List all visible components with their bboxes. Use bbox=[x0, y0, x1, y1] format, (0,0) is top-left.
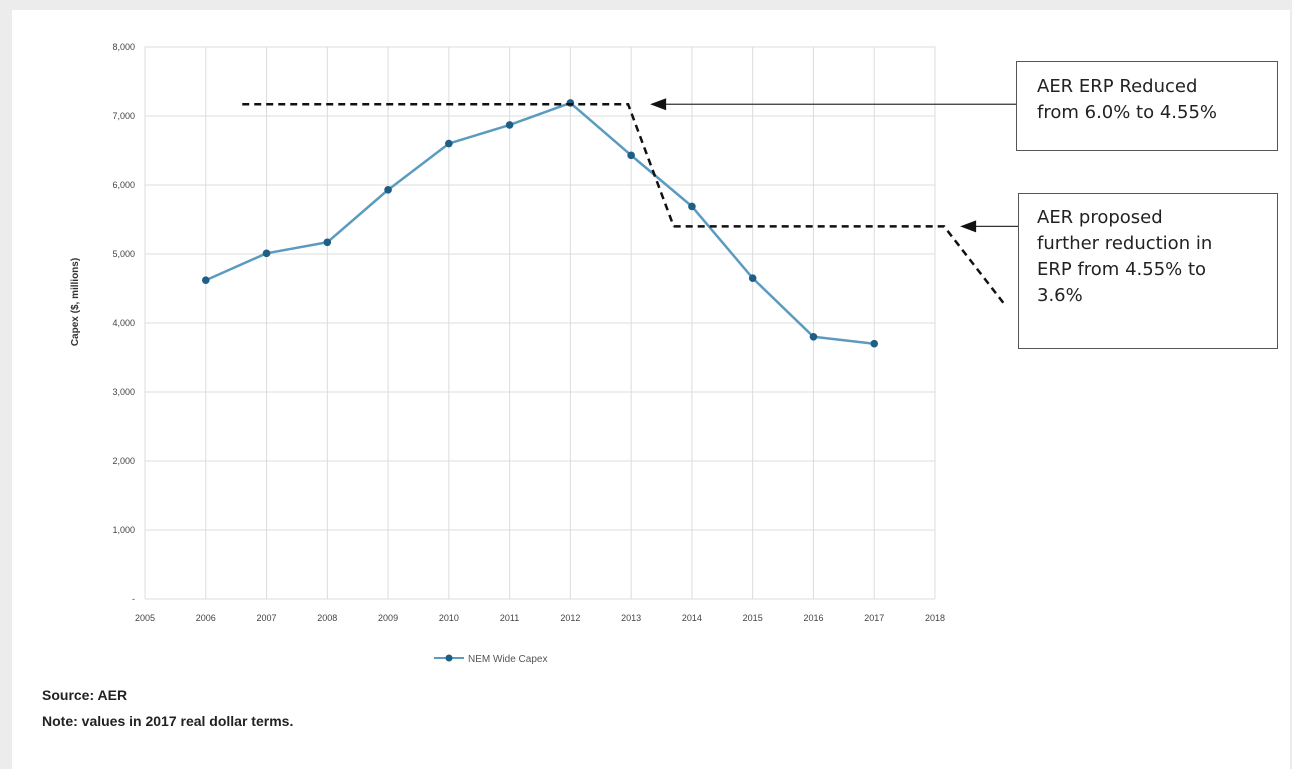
y-tick-label: 8,000 bbox=[112, 42, 135, 52]
y-tick-labels: - 1,000 2,000 3,000 4,000 5,000 6,000 7,000 8,00… bbox=[112, 42, 135, 604]
y-tick-label: 6,000 bbox=[112, 180, 135, 190]
annotation-text: further reduction in bbox=[1037, 233, 1213, 254]
y-axis-label: Capex ($, millions) bbox=[70, 258, 81, 346]
data-point bbox=[445, 139, 453, 148]
x-tick-label: 2006 bbox=[196, 613, 216, 623]
values-note: Note: values in 2017 real dollar terms. bbox=[42, 713, 294, 729]
data-point bbox=[809, 333, 818, 341]
x-tick-label: 2005 bbox=[135, 613, 155, 623]
x-tick-label: 2014 bbox=[682, 613, 702, 623]
x-tick-label: 2011 bbox=[500, 613, 519, 623]
legend-label: NEM Wide Capex bbox=[468, 654, 547, 665]
x-tick-label: 2012 bbox=[560, 613, 580, 623]
x-tick-label: 2010 bbox=[439, 613, 459, 623]
y-tick-label: 5,000 bbox=[112, 249, 135, 259]
x-tick-label: 2017 bbox=[864, 613, 884, 623]
annotation-text: AER proposed bbox=[1037, 207, 1163, 228]
x-tick-label: 2018 bbox=[925, 613, 945, 623]
reference-lines bbox=[242, 103, 1008, 308]
series-layer bbox=[201, 99, 879, 348]
source-note: Source: AER bbox=[42, 687, 128, 703]
x-tick-labels: 2005 2006 2007 2008 2009 2010 2011 2012 2013 2014… bbox=[135, 613, 945, 623]
x-tick-label: 2007 bbox=[257, 613, 277, 623]
legend-marker bbox=[445, 654, 453, 662]
grid-layer bbox=[144, 46, 936, 600]
data-point bbox=[262, 249, 271, 258]
y-tick-label: 3,000 bbox=[112, 387, 135, 397]
data-point bbox=[627, 151, 635, 160]
data-point bbox=[201, 276, 210, 285]
x-tick-label: 2016 bbox=[803, 613, 823, 623]
arrow-erp-proposed-head bbox=[960, 220, 977, 233]
erp-reduced-dashed-line bbox=[242, 103, 675, 227]
y-tick-label: 7,000 bbox=[112, 111, 135, 121]
arrow-erp-reduced-head bbox=[650, 98, 667, 111]
annotation-text: AER ERP Reduced bbox=[1037, 76, 1198, 97]
chart-frame: - 1,000 2,000 3,000 4,000 5,000 6,000 7,000 8,00… bbox=[12, 10, 1290, 769]
capex-chart: - 1,000 2,000 3,000 4,000 5,000 6,000 7,000 8,00… bbox=[70, 42, 1018, 665]
y-tick-label: 4,000 bbox=[112, 318, 135, 328]
x-tick-label: 2009 bbox=[378, 613, 398, 623]
data-point bbox=[323, 238, 332, 247]
series-line-nem-wide-capex bbox=[205, 101, 875, 345]
data-point bbox=[748, 274, 757, 282]
annotation-arrows bbox=[650, 98, 1018, 233]
x-tick-label: 2013 bbox=[621, 613, 641, 623]
data-point bbox=[566, 99, 575, 107]
annotation-erp-proposed: AER proposed further reduction in ERP fr… bbox=[1018, 193, 1278, 349]
y-tick-label: 1,000 bbox=[112, 525, 135, 535]
data-point bbox=[384, 186, 392, 194]
data-point bbox=[688, 202, 696, 211]
data-point bbox=[870, 339, 879, 348]
annotation-text: 3.6% bbox=[1037, 285, 1083, 306]
legend: NEM Wide Capex bbox=[434, 654, 547, 665]
x-tick-label: 2015 bbox=[743, 613, 763, 623]
erp-proposed-dashed-line bbox=[673, 225, 1008, 308]
y-tick-label: - bbox=[132, 594, 135, 604]
annotation-text: from 6.0% to 4.55% bbox=[1037, 102, 1218, 123]
annotation-erp-reduced: AER ERP Reduced from 6.0% to 4.55% bbox=[1016, 61, 1278, 151]
x-tick-label: 2008 bbox=[317, 613, 337, 623]
y-tick-label: 2,000 bbox=[112, 456, 135, 466]
annotation-text: ERP from 4.55% to bbox=[1037, 259, 1207, 280]
data-point bbox=[505, 121, 514, 129]
